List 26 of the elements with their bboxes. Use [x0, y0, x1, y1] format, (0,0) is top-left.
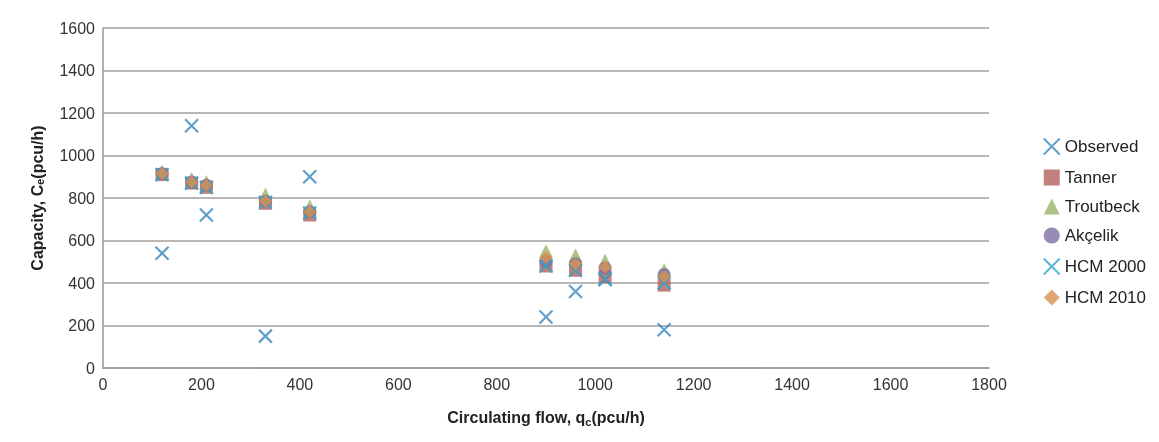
- x-tick-label: 1000: [577, 375, 614, 393]
- y-axis-title: Capacity, Cₑ(pcu/h): [28, 125, 46, 271]
- legend-label: HCM 2000: [1064, 257, 1147, 276]
- y-tick-label: 400: [68, 274, 96, 292]
- x-tick-label: 600: [384, 375, 412, 393]
- x-tick-label: 1800: [971, 375, 1007, 393]
- y-tick-label: 1200: [59, 104, 96, 122]
- x-tick-label: 1200: [675, 375, 712, 393]
- x-tick-label: 200: [188, 375, 215, 393]
- y-tick-label: 600: [68, 232, 96, 249]
- legend-label: Observed: [1064, 137, 1139, 156]
- x-tick-label: 400: [286, 375, 314, 393]
- y-tick-label: 1000: [59, 147, 96, 164]
- y-tick-label: 200: [68, 317, 96, 334]
- x-tick-label: 1600: [872, 375, 909, 393]
- x-tick-label: 800: [483, 375, 511, 393]
- legend-label: Troutbeck: [1064, 197, 1141, 216]
- y-tick-label: 800: [68, 189, 96, 207]
- x-tick-label: 0: [98, 375, 108, 393]
- legend-label: HCM 2010: [1064, 288, 1147, 307]
- y-tick-label: 1400: [59, 62, 96, 79]
- y-tick-label: 1600: [59, 19, 96, 37]
- y-tick-label: 0: [86, 359, 96, 377]
- x-tick-label: 1400: [774, 375, 811, 393]
- legend-label: Tanner: [1064, 168, 1118, 187]
- legend-label: Akçelik: [1064, 226, 1120, 245]
